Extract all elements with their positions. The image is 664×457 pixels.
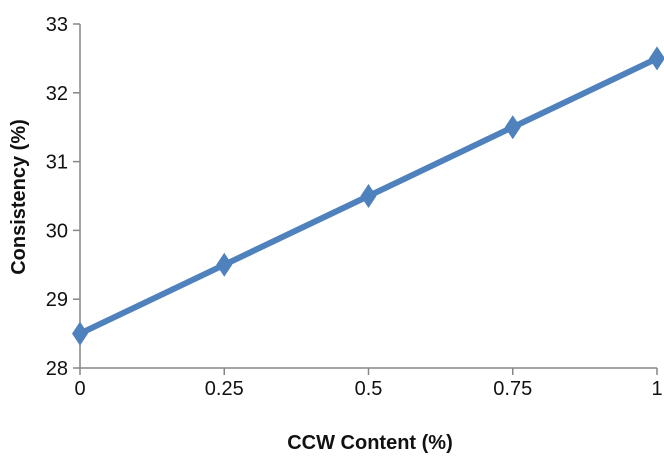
y-tick-label: 28 [46, 358, 68, 380]
y-axis-tick-labels: 28 29 30 31 32 33 [46, 14, 68, 380]
y-axis-ticks [73, 23, 80, 369]
y-tick-label: 32 [46, 83, 68, 105]
x-tick-label: 0.75 [493, 378, 532, 400]
data-point-marker [360, 184, 377, 208]
x-tick-label: 0 [74, 378, 85, 400]
x-axis-ticks [79, 368, 658, 375]
y-tick-label: 29 [46, 289, 68, 311]
x-tick-label: 1 [651, 378, 662, 400]
data-point-marker [504, 115, 521, 140]
data-point-marker [216, 252, 233, 277]
y-axis-title: Consistency (%) [8, 119, 30, 275]
data-point-marker [649, 46, 664, 71]
y-tick-label: 31 [46, 152, 68, 174]
y-tick-label: 33 [46, 14, 68, 36]
data-point-marker [72, 321, 88, 346]
x-tick-label: 0.5 [355, 378, 383, 400]
series-group [72, 46, 664, 346]
x-axis-tick-labels: 0 0.25 0.5 0.75 1 [74, 378, 662, 400]
x-axis-title: CCW Content (%) [287, 432, 453, 454]
y-tick-label: 30 [46, 220, 68, 242]
x-tick-label: 0.25 [205, 378, 244, 400]
